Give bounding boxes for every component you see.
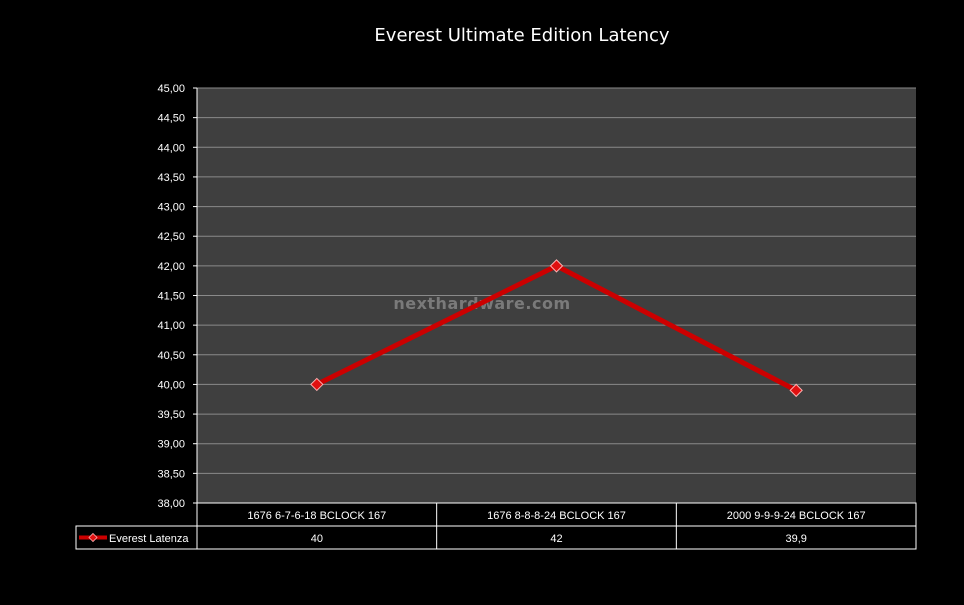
gridlines [197,87,916,504]
y-tick-label: 41,50 [157,291,185,303]
legend-cell-border [75,525,198,550]
data-table: 1676 6-7-6-18 BCLOCK 167 1676 8-8-8-24 BC… [75,502,917,550]
data-value-label: 40 [311,533,323,545]
legend-marker-key [88,532,98,543]
y-tick-label: 40,00 [157,379,185,391]
data-point-marker [789,383,803,398]
data-value-label: 39,9 [785,533,806,545]
data-value-label: 42 [550,533,562,545]
y-axis-ticks: 38,00 38,50 39,00 39,50 40,00 40,50 41,00 41,50… [157,83,198,510]
data-point-marker [310,377,324,392]
y-tick-label: 39,00 [157,439,185,451]
y-tick-label: 44,50 [157,113,185,125]
y-tick-label: 45,00 [157,83,185,95]
y-tick-label: 38,50 [157,468,185,480]
chart-title: Everest Ultimate Edition Latency [374,25,669,46]
y-tick-label: 39,50 [157,409,185,421]
y-tick-label: 42,00 [157,261,185,273]
y-tick-label: 43,50 [157,172,185,184]
y-tick-label: 42,50 [157,231,185,243]
category-label: 2000 9-9-9-24 BCLOCK 167 [727,510,866,522]
y-tick-label: 41,00 [157,320,185,332]
y-tick-label: 40,50 [157,350,185,362]
y-tick-label: 38,00 [157,498,185,510]
category-label: 1676 6-7-6-18 BCLOCK 167 [247,510,386,522]
y-tick-label: 44,00 [157,142,185,154]
legend-series-label: Everest Latenza [109,533,189,545]
y-tick-label: 43,00 [157,202,185,214]
category-label: 1676 8-8-8-24 BCLOCK 167 [487,510,626,522]
data-point-marker [549,259,564,273]
series-layer [310,259,803,398]
